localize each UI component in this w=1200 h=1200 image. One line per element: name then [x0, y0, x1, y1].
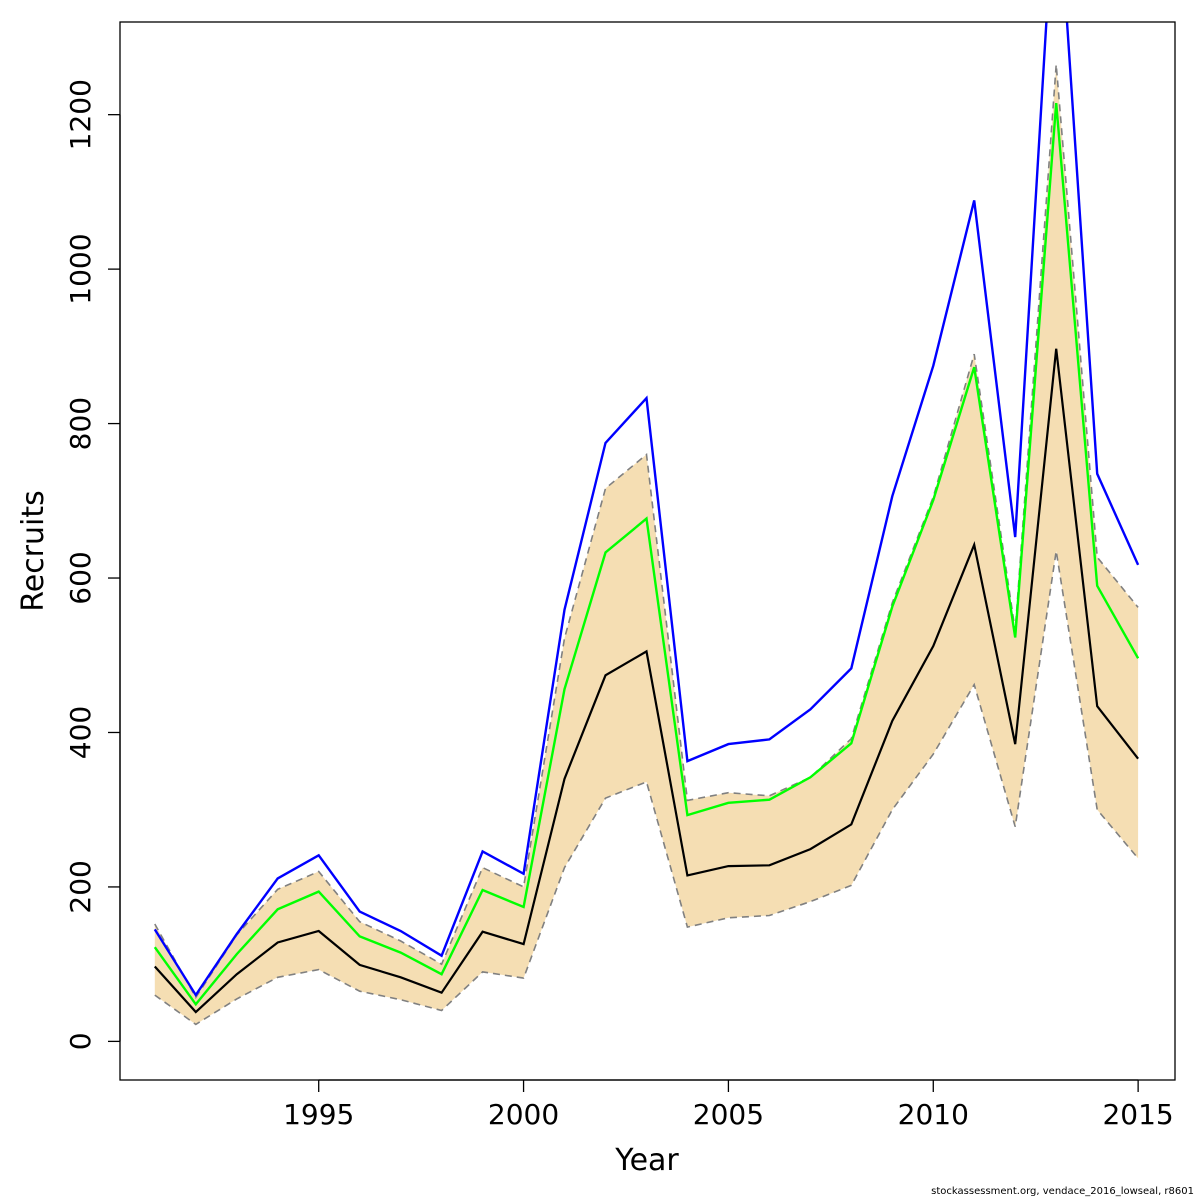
y-tick-label: 1200: [64, 79, 97, 150]
x-tick-label: 2015: [1102, 1098, 1173, 1131]
y-tick-label: 200: [64, 860, 97, 913]
series-line-blue: [153, 22, 1140, 998]
x-tick-label: 1995: [283, 1098, 354, 1131]
x-axis-title: Year: [614, 1143, 679, 1178]
x-axis: 1995 2000 2005 2010 2015: [283, 1079, 1174, 1131]
y-tick-label: 1000: [64, 233, 97, 304]
y-tick-label: 0: [64, 1032, 97, 1050]
y-axis-title: Recruits: [16, 490, 51, 612]
confidence-band: [154, 64, 1139, 1025]
series-line-green: [153, 102, 1140, 1007]
y-tick-label: 400: [64, 706, 97, 759]
footer-credit: stockassessment.org, vendace_2016_lowsea…: [931, 1186, 1194, 1197]
y-tick-label: 800: [64, 397, 97, 450]
band-lower-line: [154, 550, 1139, 1026]
band-upper-line: [154, 64, 1139, 999]
x-tick-label: 2000: [488, 1098, 559, 1131]
x-tick-label: 2005: [693, 1098, 764, 1131]
series-line-black: [153, 348, 1139, 1014]
y-axis: 0 200 400 600 800 1000 1200: [64, 79, 121, 1050]
x-tick-label: 2010: [898, 1098, 969, 1131]
plot-area: [153, 22, 1140, 1026]
y-tick-label: 600: [64, 551, 97, 604]
